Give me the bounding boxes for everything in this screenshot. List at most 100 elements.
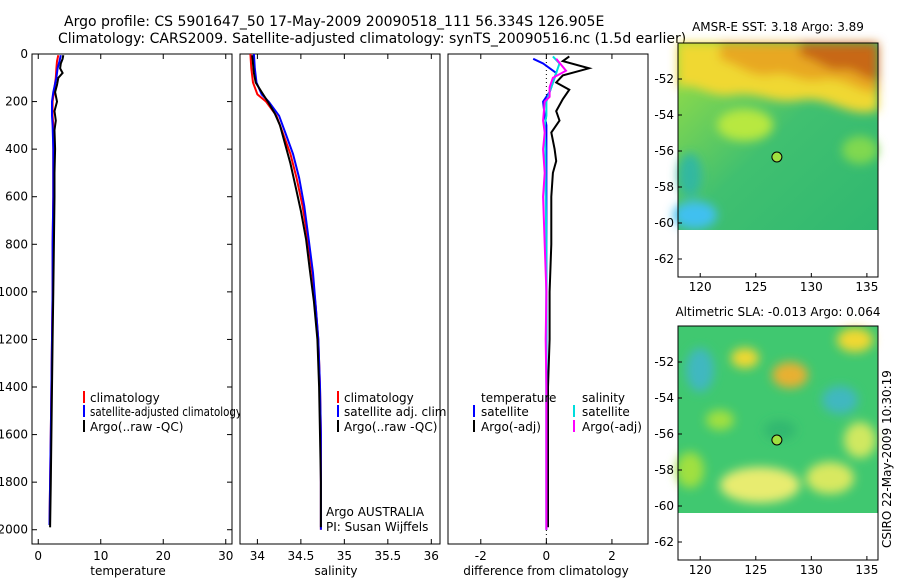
series-line xyxy=(251,55,322,528)
y-tick-label: 2000 xyxy=(0,523,28,537)
sla-land-mask xyxy=(678,513,878,560)
sla-anomaly xyxy=(822,386,858,414)
legend-label-climatology: climatology xyxy=(90,391,160,405)
sst-cool-patch xyxy=(678,153,702,197)
sla-anomaly xyxy=(706,410,734,430)
map-y-tick-label: -58 xyxy=(654,180,674,194)
header-line1: Argo profile: CS 5901647_50 17-May-2009 … xyxy=(64,14,604,30)
map-x-tick-label: 125 xyxy=(744,280,767,294)
sla-map-title: Altimetric SLA: -0.013 Argo: 0.064 xyxy=(675,305,880,319)
map-x-tick-label: 130 xyxy=(800,280,823,294)
x-tick-label: 0 xyxy=(543,549,551,563)
legend-label-satellite: satellite adj. clim. xyxy=(344,405,450,419)
sst-map-title: AMSR-E SST: 3.18 Argo: 3.89 xyxy=(692,20,864,34)
sst-map-frame xyxy=(677,42,879,278)
sla-anomaly xyxy=(772,362,808,388)
depth-axis: 0 200 400 600 800 1000 1200 1400 1600 1800 2000 xyxy=(0,47,648,537)
sla-anomaly xyxy=(676,452,704,488)
map-x-tick-label: 135 xyxy=(855,280,878,294)
map-x-tick-label: 130 xyxy=(800,563,823,577)
sst-hot-core xyxy=(800,43,878,81)
sla-anomaly xyxy=(731,348,759,368)
legend-label-sal-argo: Argo(-adj) xyxy=(582,420,642,434)
sst-green-patch xyxy=(842,136,878,164)
x-tick-label: 35.5 xyxy=(374,549,401,563)
salinity-xlabel: salinity xyxy=(314,564,357,578)
legend-title-temperature: temperature xyxy=(481,391,556,405)
sst-map-panel: AMSR-E SST: 3.18 Argo: 3.89 120 125 130 135… xyxy=(654,20,879,294)
x-tick-label: 34 xyxy=(250,549,265,563)
x-tick-label: 0 xyxy=(34,549,42,563)
legend-label-sal-satellite: satellite xyxy=(582,405,630,419)
map-x-tick-label: 125 xyxy=(744,563,767,577)
map-y-tick-label: -56 xyxy=(654,427,674,441)
sla-anomaly xyxy=(720,467,800,503)
y-tick-label: 800 xyxy=(5,237,28,251)
argo-annotation-line2: PI: Susan Wijffels xyxy=(326,520,428,534)
header-line2: Climatology: CARS2009. Satellite-adjuste… xyxy=(58,31,686,47)
sst-field-features xyxy=(673,43,878,229)
sla-anomaly xyxy=(806,462,854,494)
x-tick-label: 10 xyxy=(93,549,108,563)
legend-title-salinity: salinity xyxy=(582,391,625,405)
y-tick-label: 1400 xyxy=(0,380,28,394)
map-y-tick-label: -56 xyxy=(654,144,674,158)
sla-anomaly xyxy=(764,420,796,440)
map-y-tick-label: -62 xyxy=(654,535,674,549)
legend-label-temp-satellite: satellite xyxy=(481,405,529,419)
temperature-xlabel: temperature xyxy=(90,564,165,578)
map-x-tick-label: 120 xyxy=(689,280,712,294)
y-tick-label: 200 xyxy=(5,95,28,109)
sst-heatmap xyxy=(673,43,878,277)
legend-label-climatology: climatology xyxy=(344,391,414,405)
series-line xyxy=(542,58,568,530)
sst-land-mask xyxy=(678,230,878,277)
x-tick-label: 2 xyxy=(608,549,616,563)
sla-heatmap xyxy=(676,326,878,560)
sla-anomaly xyxy=(686,348,714,392)
salinity-lines xyxy=(249,53,322,530)
temperature-lines xyxy=(48,54,65,528)
x-tick-label: 20 xyxy=(156,549,171,563)
salinity-legend: climatology satellite adj. clim. Argo(..… xyxy=(337,391,450,434)
x-tick-label: -2 xyxy=(475,549,487,563)
difference-legend-salinity: salinity satellite Argo(-adj) xyxy=(573,391,642,434)
sla-map-axes: 120 125 130 135 -52 -54 -56 -58 -60 -62 xyxy=(654,355,878,577)
sla-anomaly xyxy=(837,328,873,352)
argo-float-marker xyxy=(771,151,783,163)
legend-label-argo: Argo(..raw -QC) xyxy=(344,420,437,434)
sla-field-features xyxy=(676,328,876,503)
y-tick-label: 1200 xyxy=(0,332,28,346)
x-tick-label: 30 xyxy=(218,549,233,563)
difference-lines xyxy=(532,54,593,544)
temperature-legend: climatology satellite-adjusted climatolo… xyxy=(83,391,242,434)
map-y-tick-label: -52 xyxy=(654,355,674,369)
legend-label-satellite: satellite-adjusted climatology xyxy=(90,405,242,419)
series-line xyxy=(547,55,593,528)
legend-label-temp-argo: Argo(-adj) xyxy=(481,420,541,434)
map-x-tick-label: 120 xyxy=(689,563,712,577)
sst-map-axes: 120 125 130 135 -52 -54 -56 -58 -60 -62 xyxy=(654,72,878,294)
difference-x-axis: -2 0 2 xyxy=(475,54,616,563)
salinity-x-axis: 34 34.5 35 35.5 36 xyxy=(250,54,439,563)
legend-label-argo: Argo(..raw -QC) xyxy=(90,420,183,434)
map-y-tick-label: -60 xyxy=(654,216,674,230)
difference-panel: -2 0 2 difference from climatology tempera… xyxy=(447,53,649,578)
map-y-tick-label: -62 xyxy=(654,252,674,266)
y-tick-label: 0 xyxy=(20,47,28,61)
x-tick-label: 34.5 xyxy=(288,549,315,563)
argo-annotation-line1: Argo AUSTRALIA xyxy=(326,505,425,519)
sst-green-patch xyxy=(717,109,773,141)
salinity-axes xyxy=(239,53,441,545)
sla-map-frame xyxy=(677,325,879,561)
y-tick-label: 1800 xyxy=(0,475,28,489)
map-x-tick-label: 135 xyxy=(855,563,878,577)
salinity-panel: 34 34.5 35 35.5 36 salinity climatology sate… xyxy=(239,53,450,578)
map-y-tick-label: -58 xyxy=(654,463,674,477)
y-tick-label: 1600 xyxy=(0,428,28,442)
y-tick-label: 600 xyxy=(5,190,28,204)
difference-xlabel: difference from climatology xyxy=(463,564,629,578)
sst-cool-patch xyxy=(673,201,717,229)
